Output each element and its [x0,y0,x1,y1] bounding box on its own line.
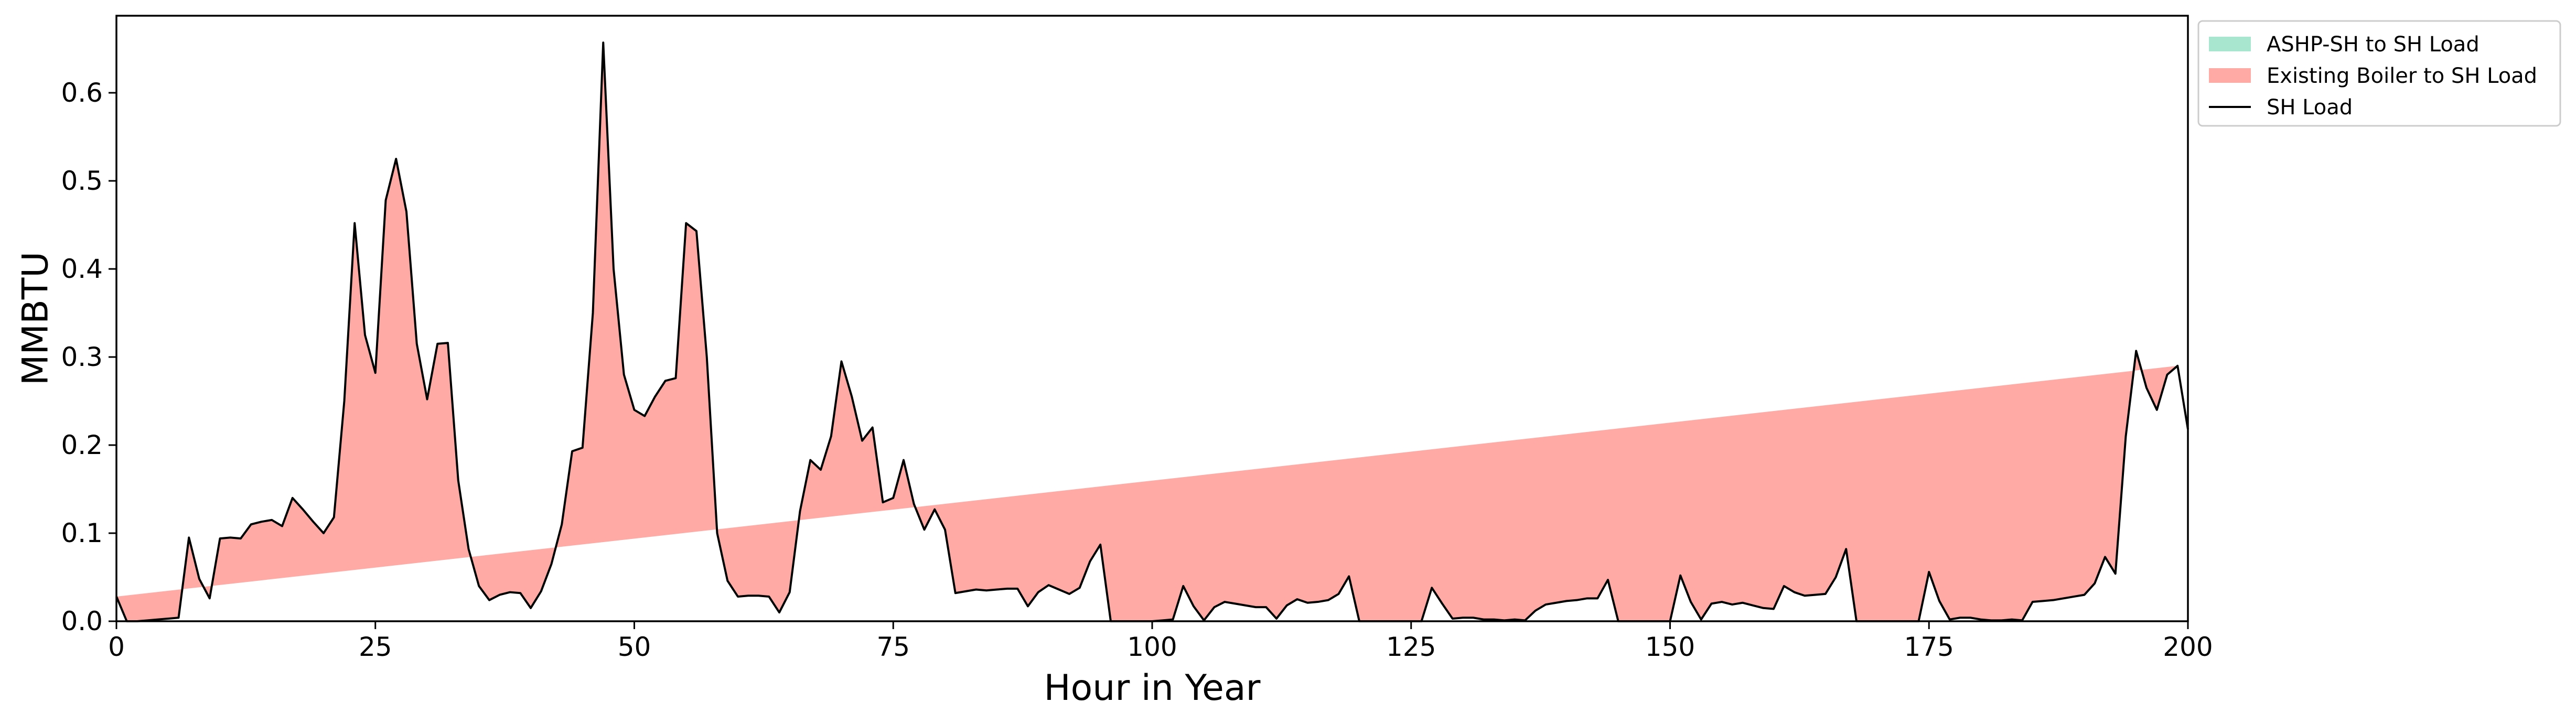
x-tick-label: 75 [876,632,910,662]
y-tick-label: 0.5 [61,166,103,196]
x-tick-label: 175 [1904,632,1954,662]
area-existing-boiler [116,42,2178,622]
x-tick-label: 200 [2163,632,2213,662]
y-tick-label: 0.3 [61,342,103,372]
x-axis-label: Hour in Year [1044,667,1261,709]
x-tick-label: 100 [1127,632,1177,662]
legend-swatch-boiler [2209,68,2251,83]
x-tick-label: 0 [108,632,125,662]
y-axis-label: MMBTU [15,252,57,385]
y-tick-label: 0.6 [61,78,103,108]
y-tick-label: 0.0 [61,606,103,636]
x-tick-label: 25 [359,632,392,662]
x-tick-label: 50 [618,632,651,662]
legend-frame [2197,20,2561,127]
legend-label-load: SH Load [2267,95,2353,120]
legend-label-boiler: Existing Boiler to SH Load [2267,64,2537,88]
legend-label-ashp: ASHP-SH to SH Load [2267,33,2480,57]
y-tick-label: 0.4 [61,254,103,284]
x-tick-label: 125 [1386,632,1436,662]
legend: ASHP-SH to SH Load Existing Boiler to SH… [2197,20,2561,127]
y-tick-label: 0.2 [61,430,103,460]
x-tick-label: 150 [1645,632,1695,662]
y-tick-label: 0.1 [61,518,103,548]
legend-swatch-ashp [2209,37,2251,51]
x-axis: 0 25 50 75 100 125 150 175 200 [108,621,2213,662]
y-axis: 0.0 0.1 0.2 0.3 0.4 0.5 0.6 [61,78,116,636]
